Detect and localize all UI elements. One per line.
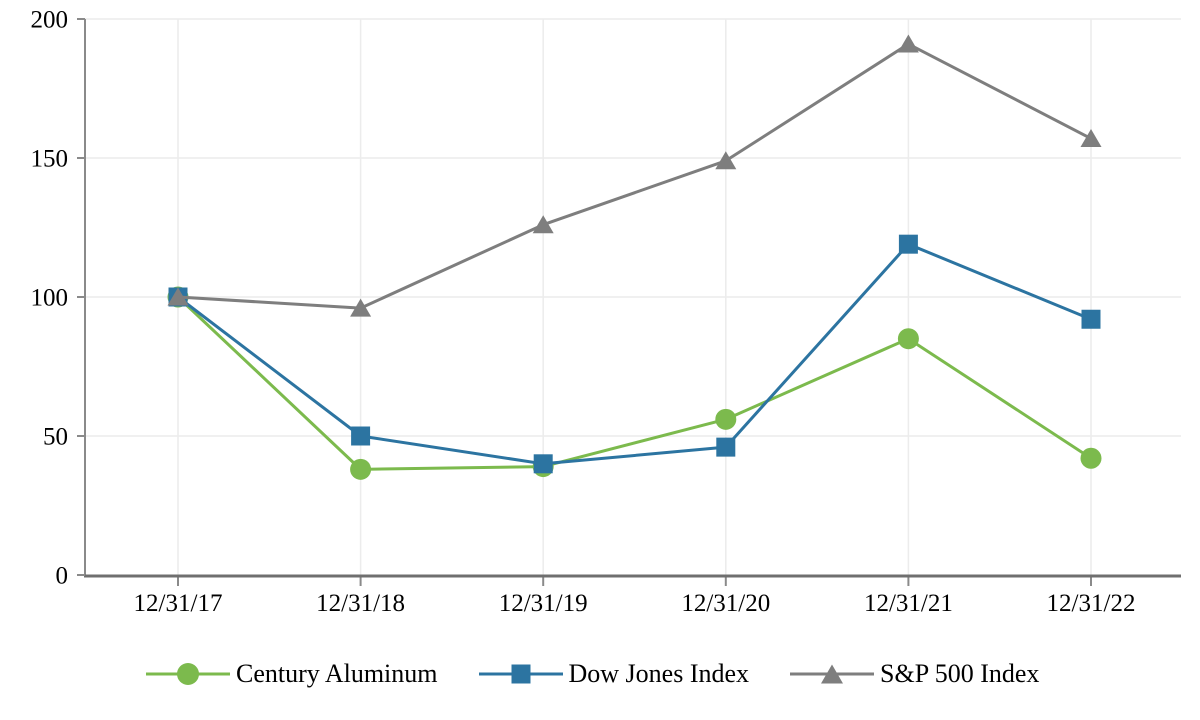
marker-s-p-500-index-0 [167, 287, 189, 306]
square-marker-icon [478, 664, 563, 684]
legend-label-sp-500-index: S&P 500 Index [880, 659, 1040, 688]
marker-dow-jones-index-1 [351, 426, 371, 446]
square-glyph [511, 664, 530, 684]
triangle-marker-icon [790, 664, 875, 684]
marker-dow-jones-index-3 [716, 437, 736, 457]
marker-dow-jones-index-4 [898, 234, 918, 254]
x-tick-label: 12/31/21 [864, 590, 953, 617]
marker-century-aluminum-4 [897, 328, 919, 350]
legend-item-dow-jones-index: Dow Jones Index [478, 658, 750, 690]
x-tick-label: 12/31/19 [499, 590, 588, 617]
series-line-s-p-500-index [176, 42, 1093, 310]
y-tick-label: 100 [31, 285, 69, 312]
marker-century-aluminum-5 [1080, 447, 1102, 469]
marker-dow-jones-index-5 [1081, 309, 1101, 329]
triangle-glyph [821, 664, 844, 684]
legend: Century Aluminum Dow Jones Index S&P 500… [146, 658, 1039, 690]
legend-label-century-aluminum: Century Aluminum [236, 659, 438, 688]
series-line-century-aluminum [176, 295, 1093, 471]
y-tick-label: 0 [56, 563, 69, 590]
marker-dow-jones-index-2 [533, 454, 553, 474]
y-tick-label: 200 [31, 7, 69, 34]
series-line-dow-jones-index [176, 242, 1093, 466]
legend-label-dow-jones-index: Dow Jones Index [568, 659, 750, 688]
x-tick-label: 12/31/17 [134, 590, 223, 617]
marker-s-p-500-index-3 [715, 151, 737, 170]
x-tick-label: 12/31/18 [316, 590, 405, 617]
circle-marker-icon [146, 663, 230, 685]
y-tick-label: 50 [43, 424, 68, 451]
legend-item-sp-500-index: S&P 500 Index [790, 658, 1039, 690]
marker-s-p-500-index-1 [350, 298, 372, 317]
marker-s-p-500-index-5 [1080, 129, 1102, 148]
marker-century-aluminum-1 [350, 458, 372, 480]
marker-century-aluminum-3 [715, 408, 737, 430]
marker-s-p-500-index-4 [897, 34, 919, 53]
x-tick-label: 12/31/20 [681, 590, 770, 617]
x-tick-label: 12/31/22 [1047, 590, 1136, 617]
marker-s-p-500-index-2 [532, 215, 554, 234]
y-tick-label: 150 [31, 146, 69, 173]
circle-glyph [177, 663, 199, 685]
legend-item-century-aluminum: Century Aluminum [146, 658, 438, 690]
